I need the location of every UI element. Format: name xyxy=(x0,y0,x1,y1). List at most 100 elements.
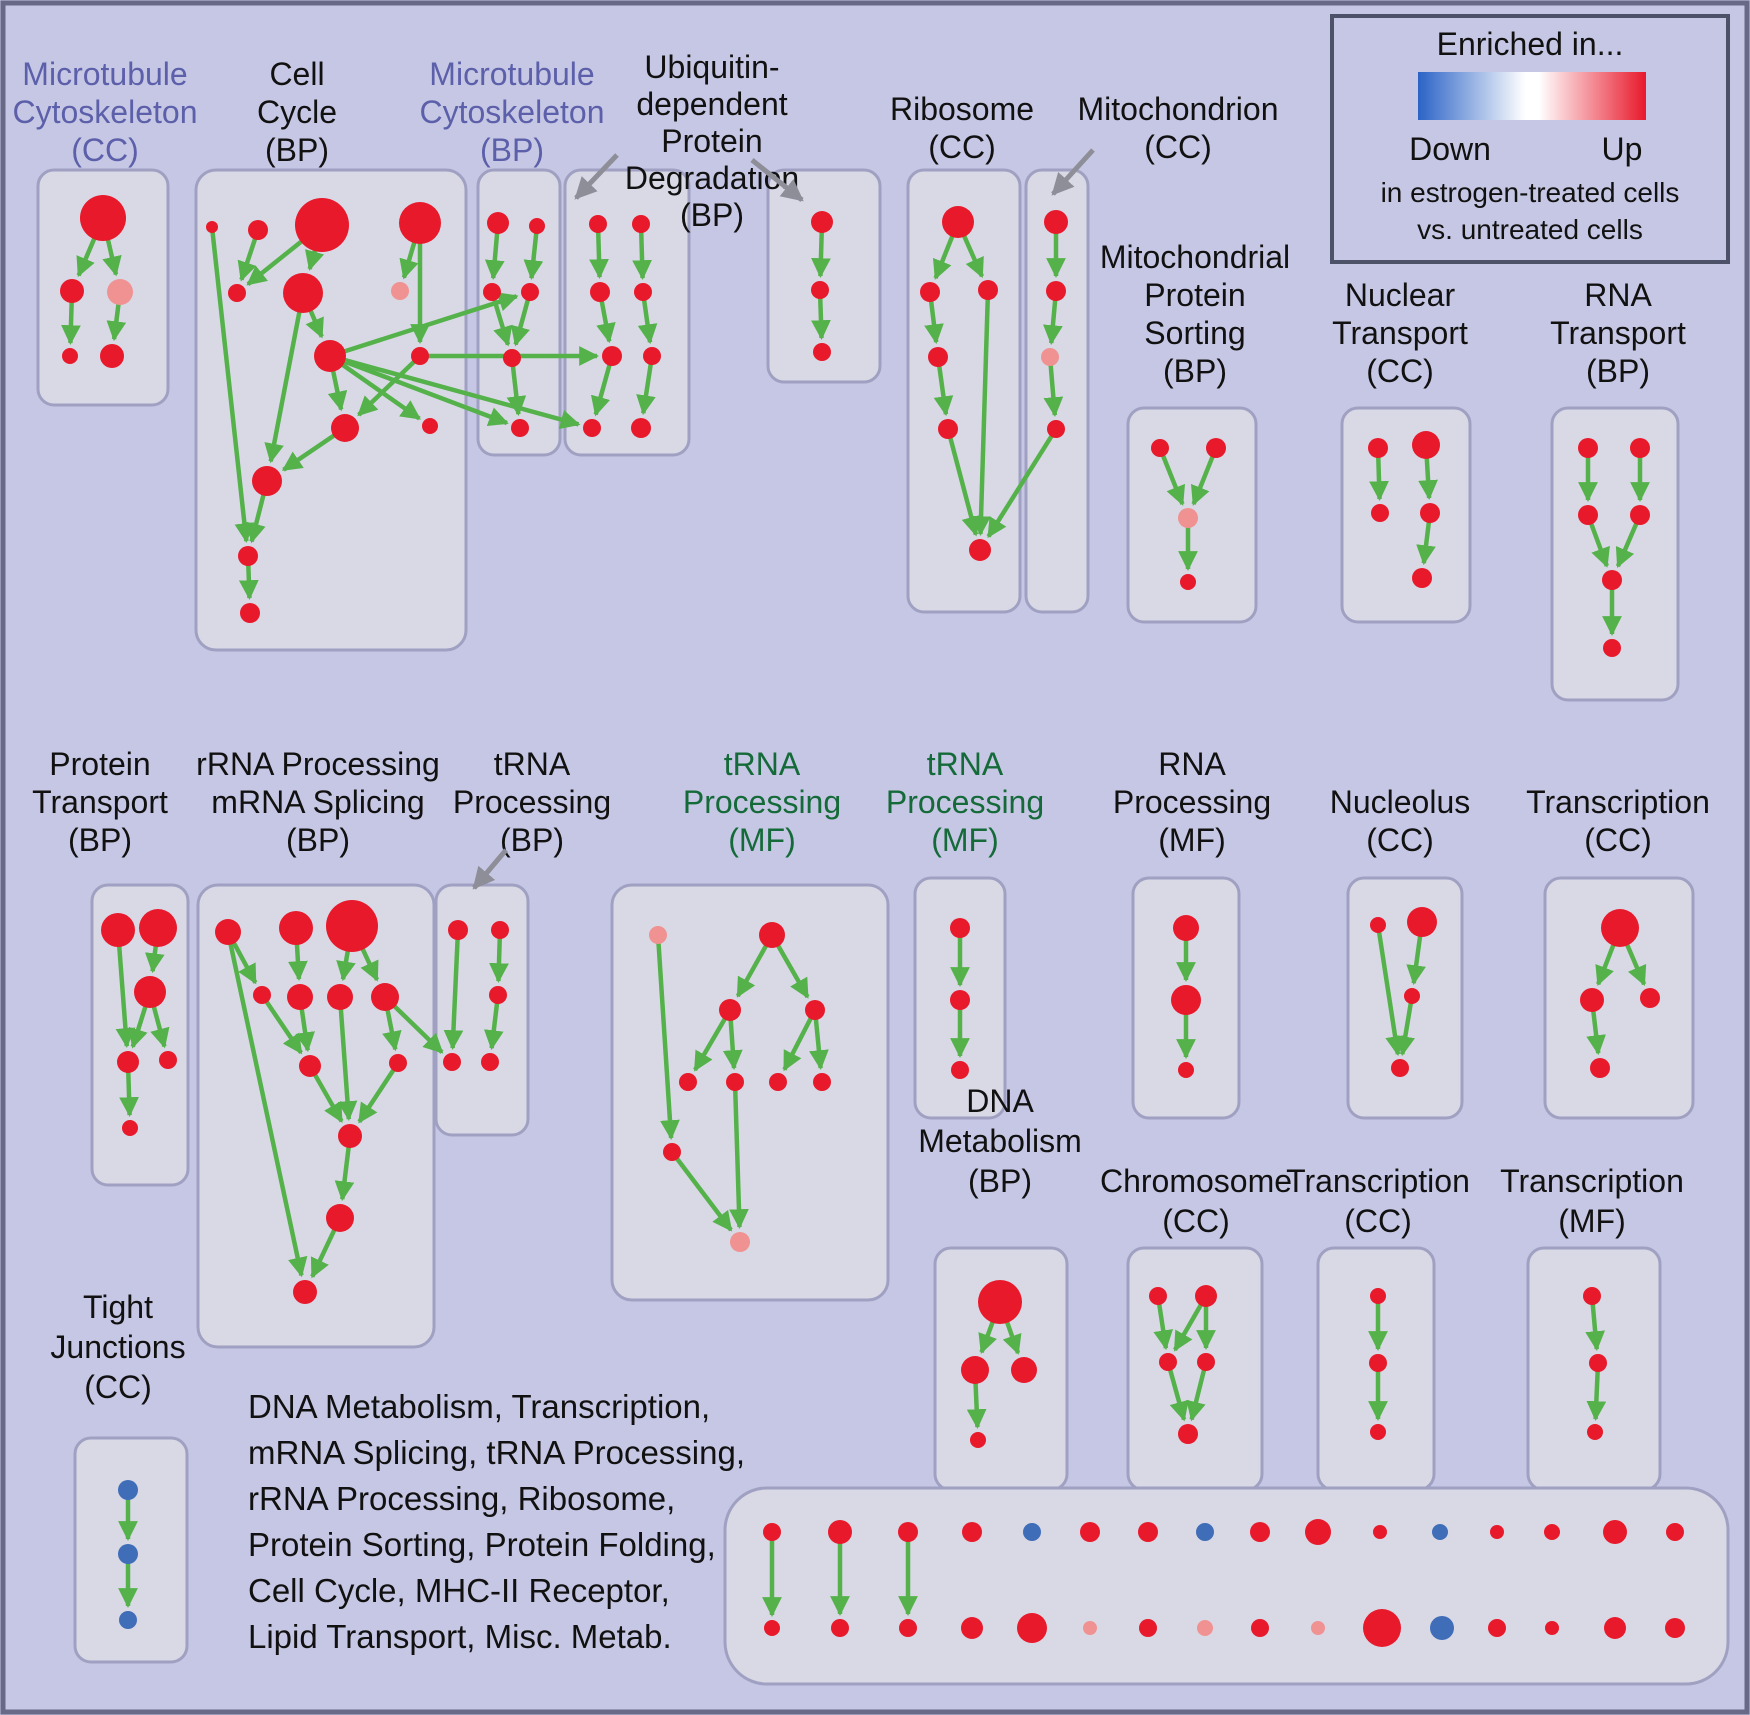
edge-g2-g3 xyxy=(1043,298,1063,346)
edge-b1-b12 xyxy=(210,230,255,544)
go-node-i1 xyxy=(1368,438,1388,458)
go-node-k2 xyxy=(1630,438,1650,458)
go-node-u2 xyxy=(961,1356,989,1384)
go-node-zb11 xyxy=(1363,1609,1401,1647)
go-node-u1 xyxy=(978,1280,1022,1324)
edge-v1-v3 xyxy=(1153,1302,1174,1351)
go-node-c1 xyxy=(487,212,509,234)
go-node-r3 xyxy=(1178,1062,1194,1078)
edge-s1-s4 xyxy=(1376,930,1405,1057)
edge-f4-f5 xyxy=(933,364,954,417)
go-node-zb9 xyxy=(1251,1619,1269,1637)
go-node-h2 xyxy=(1206,438,1226,458)
go-node-c3 xyxy=(483,283,501,301)
edge-p4-p8 xyxy=(809,1017,829,1071)
go-node-m3 xyxy=(326,900,378,952)
edge-f1-f2 xyxy=(932,234,955,280)
go-node-zt6 xyxy=(1080,1522,1100,1542)
go-node-g2 xyxy=(1046,281,1066,301)
cluster-label-ribosome-cc: Ribosome (CC) xyxy=(890,91,1034,165)
cluster-label-microtubule-cytoskeleton-bp: Microtubule Cytoskeleton (BP) xyxy=(420,56,605,168)
go-node-p8 xyxy=(813,1073,831,1091)
go-node-zt5 xyxy=(1023,1523,1041,1541)
go-node-r1 xyxy=(1173,915,1199,941)
go-node-w1 xyxy=(1370,1288,1386,1304)
cluster-label-trna-processing-mf-2: tRNA Processing (MF) xyxy=(886,746,1044,858)
go-node-t1 xyxy=(1601,909,1639,947)
go-node-w3 xyxy=(1370,1424,1386,1440)
go-node-s1 xyxy=(1370,917,1386,933)
cluster-label-mitochondrial-protein-sorting-bp: Mitochondrial Protein Sorting (BP) xyxy=(1100,239,1290,389)
go-node-y1 xyxy=(118,1480,138,1500)
edge-t2-t4 xyxy=(1586,1009,1606,1056)
go-node-h1 xyxy=(1151,439,1169,457)
edge-m3-m7 xyxy=(360,946,380,982)
go-node-m10 xyxy=(338,1124,362,1148)
go-node-b7 xyxy=(391,282,409,300)
go-node-u3 xyxy=(1011,1357,1037,1383)
go-node-b3 xyxy=(295,198,349,252)
go-node-f6 xyxy=(969,539,991,561)
edge-m4-m8 xyxy=(264,999,303,1055)
edge-k3-k5 xyxy=(1588,521,1610,568)
annotation-arrow-mitochondrion xyxy=(1051,148,1095,196)
edge-v3-v5 xyxy=(1167,1368,1189,1422)
cluster-label-rna-transport-bp: RNA Transport (BP) xyxy=(1550,277,1686,389)
edge-x2-x3 xyxy=(1586,1369,1607,1421)
go-node-e2 xyxy=(811,281,829,299)
edge-b6-b8 xyxy=(305,308,324,339)
go-term-nodes xyxy=(60,195,1685,1647)
go-node-q3 xyxy=(951,1061,969,1079)
edge-f1-f3 xyxy=(961,233,985,279)
edge-s2-s3 xyxy=(1406,934,1426,986)
edge-d1-d3 xyxy=(589,230,609,279)
cluster-label-ubiquitin-degradation-bp-1: Ubiquitin-dependent Protein Degradation (BP… xyxy=(625,49,799,233)
go-node-k3 xyxy=(1578,505,1598,525)
edge-b8-c4 xyxy=(342,292,519,354)
go-node-h3 xyxy=(1178,508,1198,528)
legend-down-label: Down xyxy=(1409,131,1491,167)
edge-b3-b5 xyxy=(246,238,304,287)
edge-g4-f6 xyxy=(986,433,1055,539)
go-node-b8 xyxy=(314,340,346,372)
edge-p3-p6 xyxy=(722,1018,743,1071)
go-node-a4 xyxy=(62,348,78,364)
go-node-t3 xyxy=(1640,988,1660,1008)
edge-d2-d4 xyxy=(632,230,652,280)
edge-c3-c5 xyxy=(491,298,513,347)
legend-caption: in estrogen-treated cells vs. untreated c… xyxy=(1381,177,1680,245)
go-node-b5 xyxy=(228,284,246,302)
go-node-q2 xyxy=(950,990,970,1010)
go-node-c6 xyxy=(511,419,529,437)
go-node-p9 xyxy=(663,1143,681,1161)
go-node-zb3 xyxy=(899,1619,917,1637)
edge-i1-i3 xyxy=(1369,455,1389,501)
cluster-label-nucleolus-cc: Nucleolus (CC) xyxy=(1330,784,1471,858)
edge-b10-b11 xyxy=(281,432,337,472)
go-node-i3 xyxy=(1371,504,1389,522)
legend-up-label: Up xyxy=(1602,131,1643,167)
go-node-zb12 xyxy=(1430,1616,1454,1640)
go-node-l4 xyxy=(117,1051,139,1073)
go-node-s4 xyxy=(1391,1059,1409,1077)
go-node-m4 xyxy=(253,986,271,1004)
go-node-zb7 xyxy=(1139,1619,1157,1637)
go-node-zt7 xyxy=(1138,1522,1158,1542)
edge-p4-p7 xyxy=(782,1016,814,1072)
go-node-v1 xyxy=(1149,1287,1167,1305)
go-node-f3 xyxy=(978,280,998,300)
cluster-label-microtubule-cytoskeleton-cc: Microtubule Cytoskeleton (CC) xyxy=(13,56,198,168)
edge-b3-b6 xyxy=(304,248,325,271)
go-node-zt9 xyxy=(1250,1522,1270,1542)
go-node-l3 xyxy=(134,976,166,1008)
go-node-i4 xyxy=(1420,503,1440,523)
go-node-c2 xyxy=(529,218,545,234)
edge-c1-c3 xyxy=(484,231,505,281)
go-node-a2 xyxy=(60,279,84,303)
go-node-m6 xyxy=(327,984,353,1010)
annotation-arrows xyxy=(472,148,1095,890)
go-node-l1 xyxy=(101,913,135,947)
legend-title: Enriched in... xyxy=(1437,26,1624,62)
